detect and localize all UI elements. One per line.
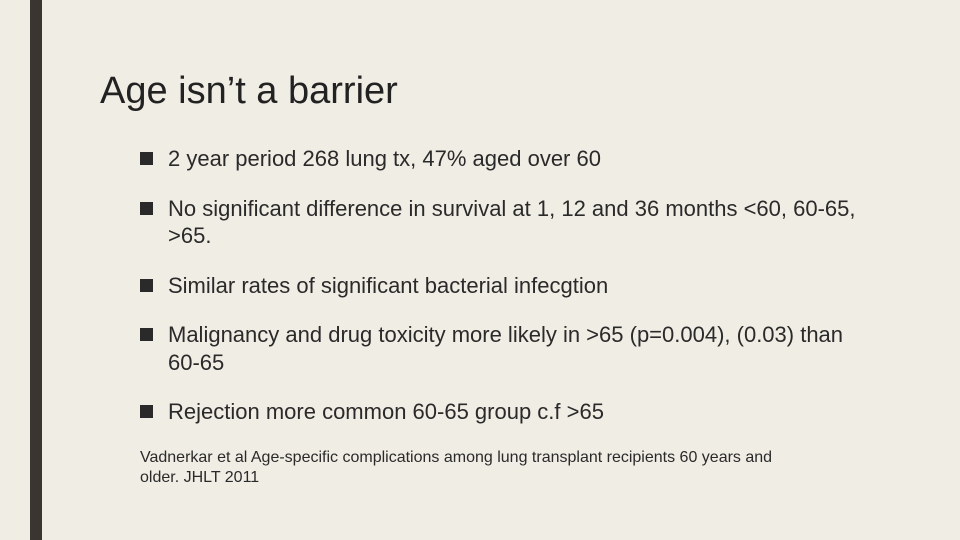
bullet-list: 2 year period 268 lung tx, 47% aged over… xyxy=(100,145,870,426)
bullet-item: 2 year period 268 lung tx, 47% aged over… xyxy=(140,145,870,173)
bullet-item: Malignancy and drug toxicity more likely… xyxy=(140,321,870,376)
bullet-item: Similar rates of significant bacterial i… xyxy=(140,272,870,300)
accent-bar xyxy=(30,0,42,540)
citation-text: Vadnerkar et al Age-specific complicatio… xyxy=(100,448,800,490)
slide-title: Age isn’t a barrier xyxy=(100,70,870,113)
slide-content: Age isn’t a barrier 2 year period 268 lu… xyxy=(100,70,870,489)
bullet-item: Rejection more common 60-65 group c.f >6… xyxy=(140,398,870,426)
bullet-item: No significant difference in survival at… xyxy=(140,195,870,250)
